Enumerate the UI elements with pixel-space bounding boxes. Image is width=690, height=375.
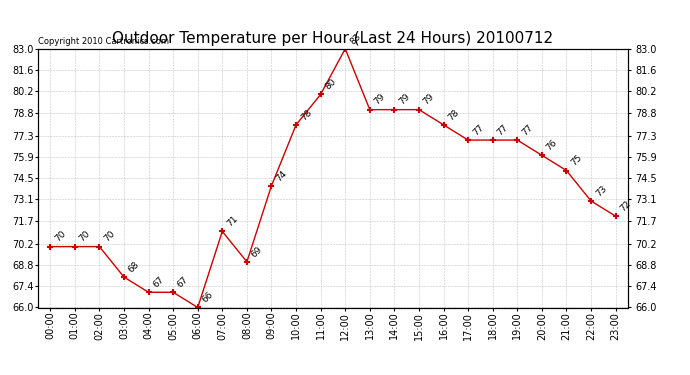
Text: 76: 76 <box>544 138 559 153</box>
Text: 70: 70 <box>102 230 117 244</box>
Text: 78: 78 <box>446 108 461 122</box>
Text: 73: 73 <box>594 184 609 198</box>
Text: 77: 77 <box>520 123 535 137</box>
Text: 74: 74 <box>274 168 288 183</box>
Title: Outdoor Temperature per Hour (Last 24 Hours) 20100712: Outdoor Temperature per Hour (Last 24 Ho… <box>112 31 553 46</box>
Text: 70: 70 <box>77 230 92 244</box>
Text: 70: 70 <box>53 230 68 244</box>
Text: 79: 79 <box>422 92 436 107</box>
Text: 69: 69 <box>250 244 264 259</box>
Text: Copyright 2010 Cartronics.com: Copyright 2010 Cartronics.com <box>38 37 169 46</box>
Text: 67: 67 <box>151 275 166 290</box>
Text: 67: 67 <box>176 275 190 290</box>
Text: 77: 77 <box>495 123 510 137</box>
Text: 68: 68 <box>127 260 141 274</box>
Text: 78: 78 <box>299 108 313 122</box>
Text: 66: 66 <box>201 290 215 305</box>
Text: 77: 77 <box>471 123 485 137</box>
Text: 83: 83 <box>348 32 362 46</box>
Text: 79: 79 <box>397 92 412 107</box>
Text: 75: 75 <box>569 153 584 168</box>
Text: 80: 80 <box>324 77 338 92</box>
Text: 72: 72 <box>618 199 633 213</box>
Text: 79: 79 <box>373 92 387 107</box>
Text: 71: 71 <box>225 214 239 229</box>
